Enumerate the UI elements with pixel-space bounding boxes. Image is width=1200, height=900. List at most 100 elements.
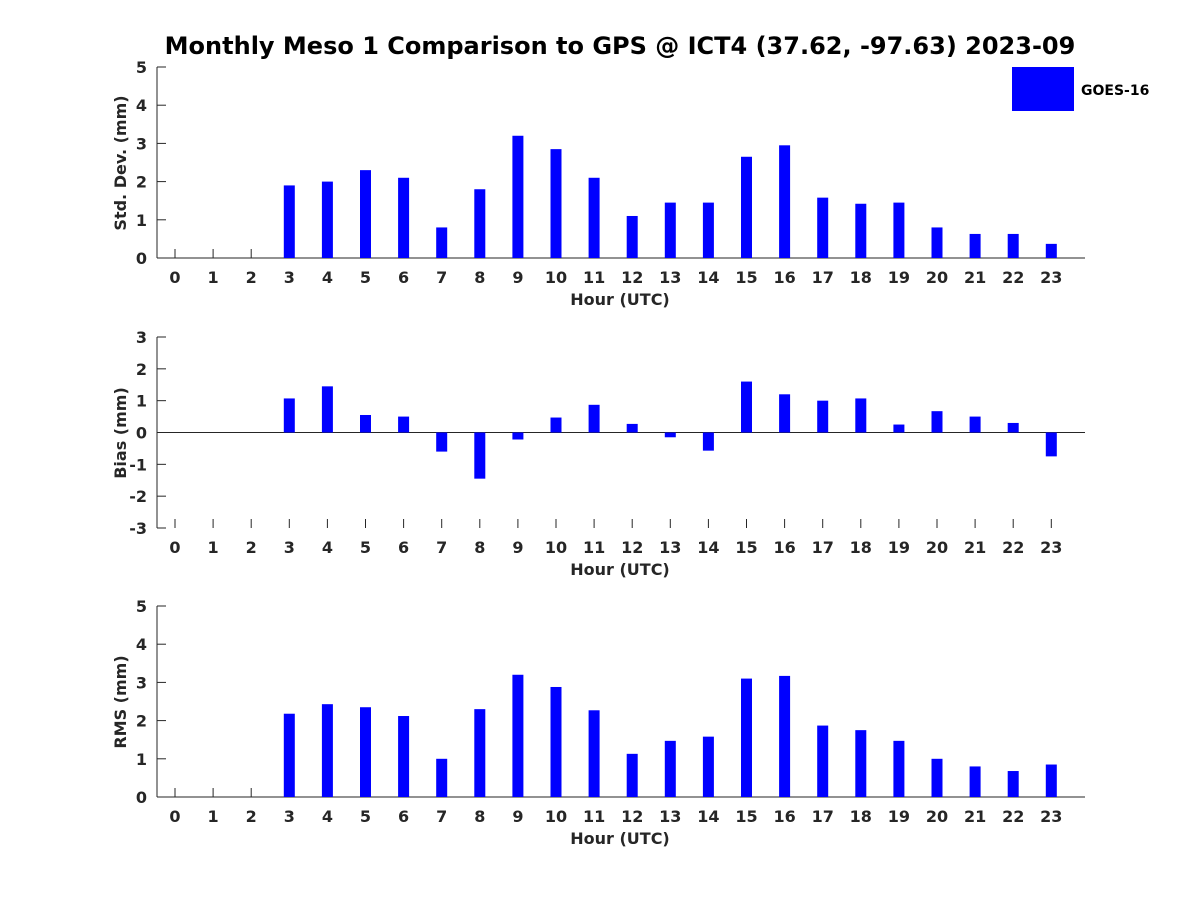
stddev-x-tick-label: 7 <box>436 268 447 287</box>
stddev-x-tick-label: 19 <box>888 268 910 287</box>
bias-x-tick-label: 9 <box>512 538 523 557</box>
bias-x-tick-label: 19 <box>888 538 910 557</box>
stddev-x-tick-label: 15 <box>735 268 757 287</box>
rms-x-tick-label: 14 <box>697 807 719 826</box>
legend-swatch <box>1012 67 1074 111</box>
rms-y-tick-label: 5 <box>136 597 147 616</box>
stddev-x-tick-label: 23 <box>1040 268 1062 287</box>
rms-bar <box>702 736 714 797</box>
stddev-bar <box>550 149 562 258</box>
legend-label: GOES-16 <box>1081 83 1149 99</box>
bias-bar <box>931 411 943 433</box>
stddev-bar <box>741 156 752 258</box>
stddev-y-tick-label: 2 <box>136 173 147 192</box>
bias-x-axis-label: Hour (UTC) <box>570 560 670 579</box>
bias-bar <box>893 424 905 433</box>
rms-x-tick-label: 3 <box>284 807 295 826</box>
rms-bar <box>512 674 524 797</box>
rms-x-tick-label: 6 <box>398 807 409 826</box>
bias-x-tick-label: 13 <box>659 538 681 557</box>
stddev-x-tick-label: 21 <box>964 268 986 287</box>
rms-y-tick-label: 1 <box>136 750 147 769</box>
stddev-x-tick-label: 14 <box>697 268 719 287</box>
bias-x-tick-label: 2 <box>246 538 257 557</box>
rms-bar <box>817 725 829 797</box>
rms-y-tick-label: 3 <box>136 673 147 692</box>
rms-x-tick-label: 7 <box>436 807 447 826</box>
bias-x-tick-label: 20 <box>926 538 948 557</box>
stddev-bar <box>702 202 714 258</box>
stddev-x-tick-label: 2 <box>246 268 257 287</box>
rms-x-tick-label: 15 <box>735 807 757 826</box>
stddev-x-tick-label: 5 <box>360 268 371 287</box>
bias-bar <box>969 416 981 433</box>
rms-x-tick-label: 11 <box>583 807 605 826</box>
stddev-bar <box>893 202 905 258</box>
rms-x-tick-label: 20 <box>926 807 948 826</box>
legend: GOES-16 <box>1012 67 1149 111</box>
bias-y-tick-label: -3 <box>129 519 147 538</box>
rms-x-tick-label: 16 <box>773 807 795 826</box>
bias-bar <box>398 416 410 433</box>
stddev-bar <box>588 177 600 258</box>
bias-bar <box>741 381 752 433</box>
bias-x-tick-label: 1 <box>208 538 219 557</box>
stddev-bar <box>855 203 867 258</box>
bias-bar <box>855 398 867 433</box>
stddev-x-tick-label: 10 <box>545 268 567 287</box>
stddev-x-tick-label: 18 <box>850 268 872 287</box>
stddev-bar <box>664 202 676 258</box>
rms-x-tick-label: 17 <box>812 807 834 826</box>
stddev-bar <box>283 185 295 258</box>
bias-x-tick-label: 16 <box>773 538 795 557</box>
stddev-bar <box>512 135 524 258</box>
bias-x-tick-label: 7 <box>436 538 447 557</box>
bias-x-tick-label: 23 <box>1040 538 1062 557</box>
stddev-x-tick-label: 0 <box>169 268 180 287</box>
rms-x-tick-label: 21 <box>964 807 986 826</box>
bias-bar <box>283 398 295 433</box>
stddev-bar <box>931 227 943 258</box>
rms-bar <box>1007 771 1019 797</box>
stddev-bar <box>1007 233 1019 258</box>
stddev-x-tick-label: 12 <box>621 268 643 287</box>
rms-bar <box>283 713 295 797</box>
stddev-bar <box>321 181 333 258</box>
stddev-x-tick-label: 1 <box>208 268 219 287</box>
bias-x-tick-label: 4 <box>322 538 333 557</box>
rms-bar <box>893 740 905 797</box>
bias-bar <box>702 432 714 451</box>
bias-bar <box>436 432 448 452</box>
bias-y-tick-label: -1 <box>129 455 147 474</box>
stddev-x-tick-label: 22 <box>1002 268 1024 287</box>
bias-x-tick-label: 18 <box>850 538 872 557</box>
chart-title: Monthly Meso 1 Comparison to GPS @ ICT4 … <box>165 32 1076 60</box>
rms-x-tick-label: 0 <box>169 807 180 826</box>
bias-bar <box>321 386 333 433</box>
rms-bar <box>626 753 638 797</box>
bias-x-tick-label: 12 <box>621 538 643 557</box>
bias-bar <box>474 432 486 479</box>
rms-x-tick-label: 22 <box>1002 807 1024 826</box>
stddev-bar <box>779 145 791 258</box>
stddev-y-axis-label: Std. Dev. (mm) <box>111 95 130 230</box>
stddev-bar <box>474 189 486 258</box>
rms-bar <box>321 704 333 797</box>
stddev-bar <box>360 170 371 258</box>
rms-bar <box>741 678 752 797</box>
bias-bar <box>512 432 524 440</box>
rms-y-axis-label: RMS (mm) <box>111 655 130 748</box>
stddev-bar <box>969 233 981 258</box>
rms-x-tick-label: 23 <box>1040 807 1062 826</box>
stddev-bar <box>626 215 638 258</box>
bias-bar <box>1045 432 1057 457</box>
stddev-x-tick-label: 9 <box>512 268 523 287</box>
stddev-x-tick-label: 17 <box>812 268 834 287</box>
bias-y-tick-label: -2 <box>129 487 147 506</box>
bias-bar <box>664 432 676 438</box>
stddev-x-tick-label: 4 <box>322 268 333 287</box>
bias-y-tick-label: 3 <box>136 328 147 347</box>
